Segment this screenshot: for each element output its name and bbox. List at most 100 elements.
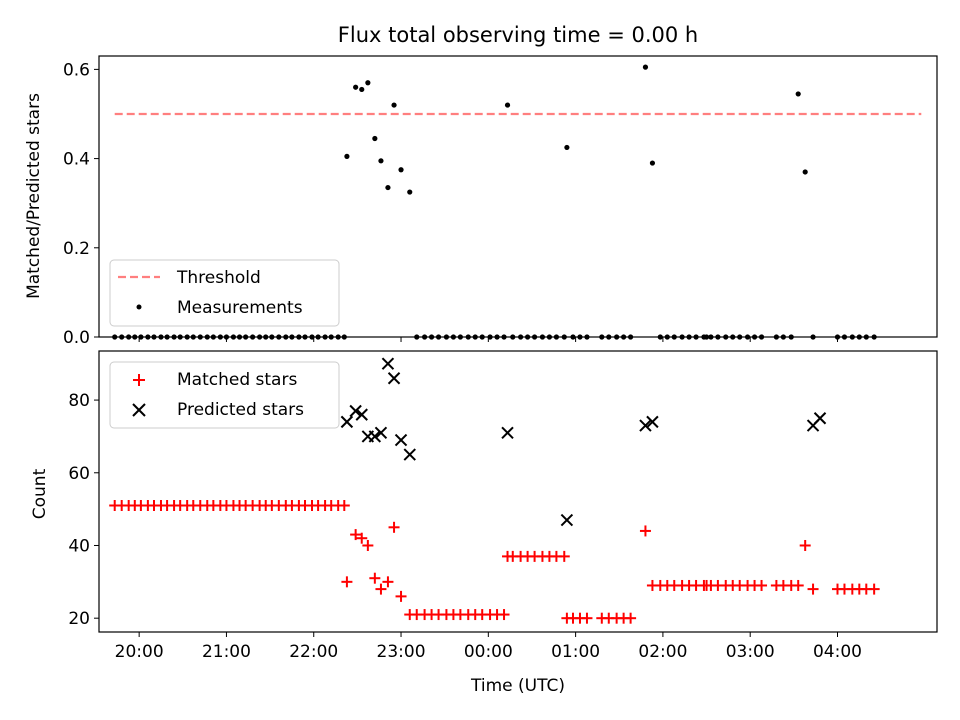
matched-star-point	[558, 550, 570, 562]
matched-star-point	[756, 579, 768, 591]
matched-star-point	[362, 539, 374, 551]
matched-star-point	[639, 525, 651, 537]
measurement-point	[210, 334, 216, 340]
measurement-point	[856, 334, 862, 340]
measurement-point	[679, 334, 685, 340]
measurement-point	[230, 334, 237, 340]
measurement-point	[250, 334, 256, 340]
measurement-point	[531, 334, 538, 340]
measurement-point	[708, 334, 714, 340]
measurement-point	[443, 334, 450, 340]
count-y-axis: 20 40 60 80	[68, 391, 99, 629]
measurement-point	[649, 160, 656, 166]
matched-star-point	[868, 583, 880, 595]
measurement-point	[407, 189, 413, 195]
x-tick-label: 02:00	[638, 642, 687, 662]
measurement-point	[243, 334, 249, 340]
ratio-panel-frame	[98, 55, 938, 338]
predicted-star-point	[340, 415, 354, 429]
x-tick-label: 03:00	[726, 642, 775, 662]
predicted-star-point	[639, 419, 652, 432]
measurement-point	[112, 334, 118, 340]
measurement-point	[151, 334, 157, 340]
measurement-point	[599, 334, 605, 340]
measurement-point	[642, 64, 649, 70]
measurement-point	[751, 334, 758, 340]
matched-star-point	[338, 499, 350, 511]
measurement-point	[723, 334, 729, 340]
measurement-point	[570, 334, 576, 340]
measurement-point	[703, 334, 710, 340]
measurement-point	[737, 334, 743, 340]
measurement-point	[283, 334, 289, 340]
measurement-point	[518, 334, 524, 340]
matched-star-point	[581, 612, 593, 624]
measurement-point	[359, 86, 365, 93]
predicted-star-point	[349, 404, 362, 418]
predicted-star-point	[813, 412, 827, 425]
x-tick-label: 00:00	[464, 642, 513, 662]
measurement-point	[315, 334, 321, 340]
measurement-point	[158, 334, 164, 340]
measurement-point	[802, 169, 808, 175]
measurement-point	[465, 334, 471, 340]
measurement-point	[780, 334, 786, 340]
measurement-point	[841, 334, 848, 340]
measurement-point	[504, 102, 511, 108]
ratio-panel: 0.0 0.2 0.4 0.6 Matched/Predicted stars Thr…	[24, 55, 938, 348]
measurement-point	[184, 334, 190, 340]
threshold-legend-label: Threshold	[176, 268, 261, 288]
count-panel: 20 40 60 80 20:00 21:00 22:00 23:00 00:00 01:00 0…	[30, 350, 938, 662]
measurement-point	[372, 135, 378, 142]
measurement-point	[628, 334, 634, 340]
measurement-point	[457, 334, 463, 340]
measurement-point	[773, 334, 779, 340]
measurement-point	[715, 334, 721, 340]
matched-star-point	[799, 539, 811, 551]
ratio-legend: Threshold Measurements	[109, 259, 340, 327]
matched-star-point	[498, 609, 510, 621]
count-y-axis-label: Count	[30, 468, 50, 519]
measurement-point	[758, 334, 765, 340]
ratio-y-tick-label: 0.2	[63, 239, 90, 259]
predicted-stars-legend-swatch	[132, 403, 146, 417]
measurement-point	[335, 334, 341, 340]
measurement-point	[577, 334, 583, 340]
measurement-point	[788, 334, 794, 340]
measurement-point	[421, 334, 428, 340]
count-y-tick-label: 80	[68, 391, 90, 411]
measurement-point	[344, 153, 350, 159]
measurement-point	[686, 334, 692, 340]
measurement-point	[177, 334, 183, 340]
ratio-y-tick-label: 0.6	[63, 60, 90, 80]
x-tick-label: 21:00	[202, 642, 251, 662]
measurement-point	[414, 334, 420, 340]
measurement-point	[539, 334, 546, 340]
matched-stars-legend-swatch	[133, 374, 145, 386]
count-y-tick-label: 60	[68, 464, 90, 484]
matched-star-point	[625, 612, 637, 624]
ratio-y-tick-label: 0.0	[63, 328, 90, 348]
measurement-point	[693, 334, 699, 340]
measurement-point	[138, 334, 144, 340]
measurement-point	[296, 334, 302, 340]
predicted-star-point	[560, 513, 574, 527]
count-plot-area	[109, 357, 880, 624]
measurement-point	[664, 334, 670, 340]
matched-star-point	[388, 521, 400, 533]
predicted-star-point	[355, 408, 368, 421]
predicted-star-point	[374, 426, 388, 439]
measurement-point	[450, 334, 457, 340]
count-y-tick-label: 40	[68, 536, 90, 556]
measurement-point	[378, 158, 384, 164]
matched-star-point	[807, 583, 819, 595]
count-legend: Matched stars Predicted stars	[109, 361, 340, 429]
measurement-point	[328, 334, 334, 340]
measurement-point	[322, 334, 328, 340]
matched-star-point	[356, 532, 368, 544]
measurement-point	[472, 334, 478, 340]
x-tick-label: 04:00	[813, 642, 862, 662]
x-tick-label: 20:00	[115, 642, 164, 662]
measurement-point	[119, 334, 125, 340]
